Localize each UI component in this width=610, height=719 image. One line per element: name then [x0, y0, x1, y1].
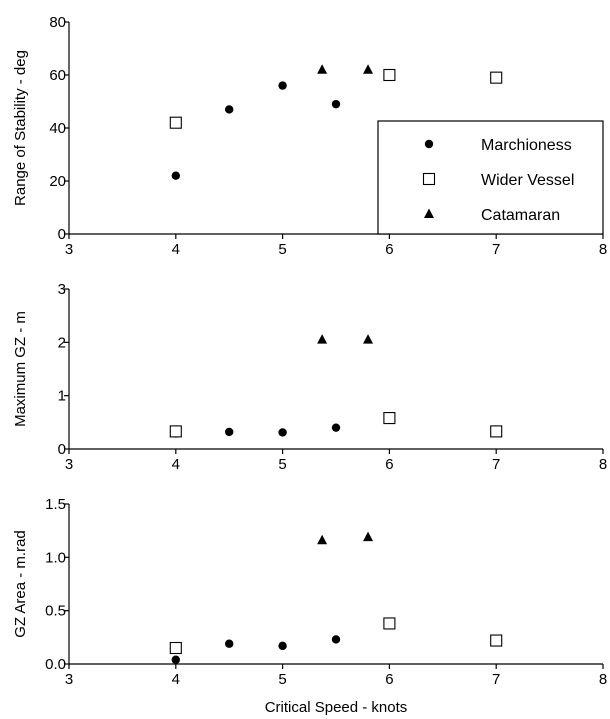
x-tick-label: 8 [599, 241, 607, 258]
legend-label: Catamaran [481, 207, 560, 224]
data-point-circle [225, 105, 234, 114]
legend-box [377, 120, 604, 235]
y-axis-label: Range of Stability - deg [12, 50, 29, 206]
x-tick-label: 7 [492, 456, 500, 473]
legend: Marchioness Wider Vessel Catamaran [377, 120, 604, 235]
chart-panel-2: 3 4 5 6 7 8 0 1 2 3 Maximum GZ - m [12, 281, 607, 473]
y-tick-label: 1 [58, 388, 66, 405]
x-tick-label: 8 [599, 456, 607, 473]
y-tick-label: 1.0 [45, 549, 66, 566]
x-tick-label: 7 [492, 671, 500, 688]
y-tick-label: 0 [58, 441, 66, 458]
data-point-triangle [317, 334, 328, 344]
data-point-triangle [363, 334, 374, 344]
data-point-circle [278, 81, 287, 90]
y-tick-label: 0 [58, 226, 66, 243]
x-tick-label: 6 [385, 456, 393, 473]
y-tick-label: 1.5 [45, 496, 66, 513]
y-tick-label: 40 [49, 120, 66, 137]
x-tick-label: 5 [278, 671, 286, 688]
x-tick-label: 6 [385, 241, 393, 258]
x-tick-label: 4 [172, 241, 180, 258]
data-point-triangle [363, 64, 374, 74]
y-axis-label: Maximum GZ - m [12, 311, 29, 427]
y-tick-label: 60 [49, 67, 66, 84]
legend-marker-square [422, 172, 436, 186]
y-tick-label: 80 [49, 14, 66, 31]
y-tick-label: 20 [49, 173, 66, 190]
x-tick-label: 6 [385, 671, 393, 688]
data-point-square [490, 71, 503, 84]
data-point-square [169, 425, 182, 438]
x-tick-label: 7 [492, 241, 500, 258]
data-point-square [169, 116, 182, 129]
y-tick-label: 2 [58, 334, 66, 351]
x-tick-label: 3 [65, 671, 73, 688]
y-tick-label: 3 [58, 281, 66, 298]
data-point-square [490, 425, 503, 438]
data-point-triangle [317, 534, 328, 545]
legend-label: Wider Vessel [481, 172, 574, 189]
x-axis-label: Critical Speed - knots [265, 699, 408, 716]
data-point-square [383, 412, 396, 425]
chart-panel-3: 3 4 5 6 7 8 0.0 0.5 1.0 1.5 GZ Area - m.rad Critica… [12, 496, 607, 716]
legend-marker-triangle [424, 208, 434, 218]
x-tick-label: 4 [172, 671, 180, 688]
x-tick-label: 3 [65, 241, 73, 258]
data-point-circle [225, 427, 234, 437]
data-point-circle [278, 428, 287, 437]
data-point-circle [278, 641, 287, 651]
x-tick-label: 5 [278, 456, 286, 473]
legend-marker-circle [424, 139, 434, 149]
data-point-square [383, 68, 396, 82]
y-axis-label: GZ Area - m.rad [12, 530, 29, 638]
data-point-circle [331, 635, 341, 644]
data-point-circle [171, 655, 180, 664]
data-point-square [490, 634, 503, 647]
data-point-square [383, 617, 396, 630]
x-tick-label: 5 [278, 241, 286, 258]
x-tick-label: 8 [599, 671, 607, 688]
data-point-circle [331, 423, 341, 432]
data-point-triangle [363, 531, 374, 542]
data-point-triangle [317, 64, 328, 74]
legend-label: Marchioness [481, 137, 572, 154]
x-tick-label: 4 [172, 456, 180, 473]
y-tick-label: 0.5 [45, 603, 66, 620]
data-point-circle [331, 99, 341, 109]
data-point-circle [225, 639, 234, 648]
data-point-circle [171, 171, 180, 180]
y-tick-label: 0.0 [45, 656, 66, 673]
x-tick-label: 3 [65, 456, 73, 473]
data-point-square [169, 641, 182, 655]
